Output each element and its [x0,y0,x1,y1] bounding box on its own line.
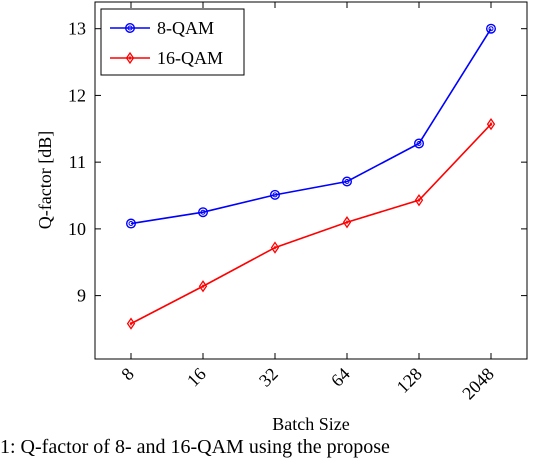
y-tick-label: 10 [68,219,86,239]
data-point-circle [414,138,425,149]
data-point-diamond-inner [128,55,132,61]
data-point-diamond [414,194,424,207]
data-point-circle [486,23,497,34]
y-tick-label: 12 [68,85,86,105]
legend-label: 8-QAM [157,18,214,38]
data-point-circle [125,218,136,229]
series-layer [125,23,497,330]
data-point-diamond-inner [129,321,133,326]
series-8-qam [125,23,497,229]
data-point-circle-inner [488,26,494,32]
data-point-diamond-inner [345,220,349,225]
series-line [130,28,492,225]
y-axis-ticks: 9 10 11 12 13 [68,19,527,306]
y-tick-label: 13 [68,19,86,39]
legend: 8-QAM 16-QAM [100,8,245,76]
figure-caption: 1: Q-factor of 8- and 16-QAM using the p… [0,436,390,458]
data-point-diamond-inner [273,245,277,250]
y-axis-label: Q-factor [dB] [35,131,55,229]
data-point-circle-inner [344,179,350,185]
data-point-diamond [486,117,496,131]
x-tick-label: 128 [393,364,426,397]
legend-box [100,8,245,76]
data-point-diamond [342,216,352,229]
x-axis-label: Batch Size [272,414,349,430]
y-tick-label: 9 [77,286,86,306]
data-point-circle [124,23,135,34]
data-point-diamond-inner [489,121,493,127]
x-tick-label: 16 [183,364,210,391]
x-tick-label: 64 [327,364,354,391]
data-point-diamond [270,241,280,254]
legend-label: 16-QAM [157,48,223,68]
data-point-circle-inner [272,192,278,198]
y-tick-label: 11 [69,152,86,172]
data-point-circle [197,207,208,218]
x-tick-label: 2048 [458,364,498,404]
data-point-circle-inner [128,221,134,227]
data-point-circle-inner [200,209,206,215]
x-tick-label: 8 [117,364,138,385]
line-chart: 9 10 11 12 13 8 16 32 64 128 2048 Q-factor [dB] B… [35,1,528,430]
plot-area-frame [94,1,528,360]
data-point-circle [270,189,281,200]
legend-entry-8-qam: 8-QAM [110,18,214,38]
series-line [130,123,492,325]
data-point-diamond [125,51,135,65]
data-point-diamond-inner [417,197,421,203]
data-point-diamond-inner [201,284,205,289]
series-16-qam [126,117,496,330]
x-tick-label: 32 [255,364,282,391]
data-point-circle-inner [416,140,422,146]
legend-entry-16-qam: 16-QAM [110,48,223,68]
data-point-diamond [126,317,136,330]
data-point-diamond [198,280,208,293]
data-point-circle-inner [127,25,133,31]
data-point-circle [342,176,353,187]
